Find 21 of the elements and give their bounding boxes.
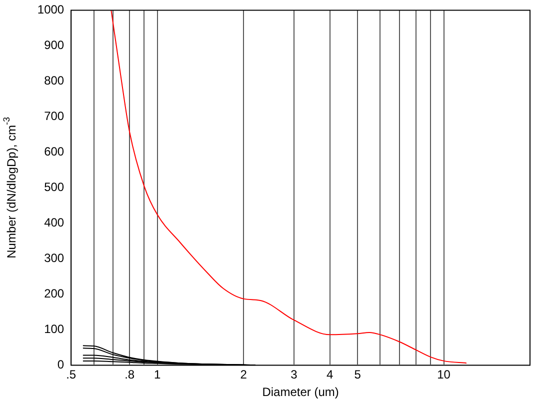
y-tick-label: 700	[44, 109, 64, 124]
y-tick-label: 800	[44, 74, 64, 88]
y-axis-title: Number (dN/dlogDp), cm-3	[1, 117, 18, 258]
y-tick-label: 900	[44, 38, 64, 52]
y-tick-label: 0	[57, 358, 64, 372]
x-tick-label: 5	[354, 368, 362, 382]
x-tick-label: 1	[154, 368, 161, 382]
x-tick-label: .5	[66, 368, 76, 382]
x-tick-label: 4	[326, 368, 334, 382]
x-axis-title: Diameter (um)	[262, 385, 339, 400]
y-tick-label: 500	[44, 180, 64, 194]
y-tick-label: 400	[44, 216, 64, 230]
x-tick-label: 3	[290, 368, 298, 382]
y-tick-label: 600	[44, 144, 64, 159]
y-tick-label: 300	[44, 251, 64, 266]
x-tick-label: 2	[240, 368, 248, 382]
x-tick-label: .8	[124, 368, 135, 382]
y-tick-label: 100	[44, 322, 64, 336]
y-tick-label: 200	[44, 286, 64, 301]
y-tick-label: 1000	[37, 2, 64, 17]
x-tick-label: 10	[437, 368, 451, 382]
